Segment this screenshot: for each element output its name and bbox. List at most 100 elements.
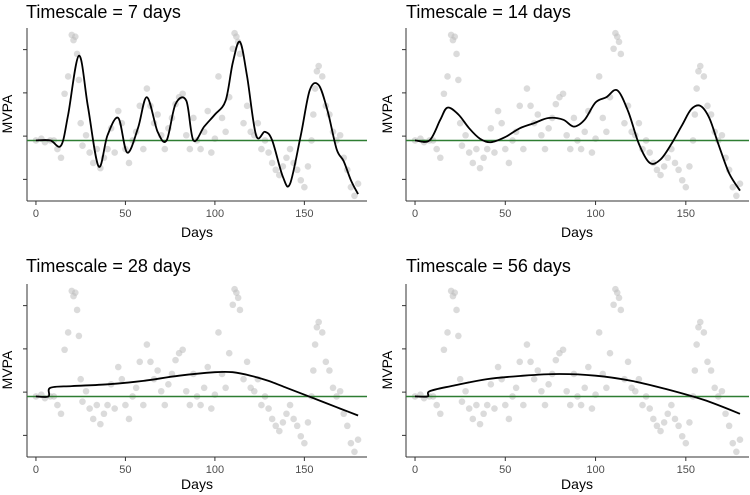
observation-point xyxy=(161,401,169,409)
x-tick-label: 100 xyxy=(586,464,604,476)
observation-point xyxy=(313,323,321,331)
y-axis-label: MVPA xyxy=(0,94,15,133)
observation-point xyxy=(696,62,704,70)
observation-point xyxy=(290,415,297,423)
observation-point xyxy=(136,358,144,366)
observation-point xyxy=(469,415,477,423)
observation-point xyxy=(494,107,502,115)
observation-point xyxy=(675,166,682,174)
observation-point xyxy=(301,439,308,447)
observation-point xyxy=(265,405,272,412)
smoothed-curve xyxy=(414,88,741,192)
observation-point xyxy=(310,111,317,118)
observation-point xyxy=(599,114,607,122)
observation-point xyxy=(501,145,509,153)
observation-point xyxy=(613,289,621,296)
observation-point xyxy=(77,375,84,383)
observation-point xyxy=(686,419,693,426)
observation-point xyxy=(695,323,702,331)
observation-point xyxy=(437,154,444,162)
observation-point xyxy=(54,401,61,409)
observation-point xyxy=(545,125,552,132)
observation-point xyxy=(318,329,326,336)
observation-point xyxy=(559,346,567,354)
observation-point xyxy=(140,401,147,409)
observation-point xyxy=(283,154,290,162)
observation-point xyxy=(236,50,244,58)
y-axis-label: MVPA xyxy=(0,350,15,389)
x-tick-label: 50 xyxy=(499,464,511,476)
observation-point xyxy=(61,346,68,354)
observation-point xyxy=(114,107,122,115)
observation-point xyxy=(695,67,702,75)
observation-point xyxy=(322,358,330,366)
observation-point xyxy=(552,100,560,108)
observation-point xyxy=(606,349,614,357)
observation-point xyxy=(682,439,690,447)
observation-point xyxy=(225,349,233,357)
x-tick-label: 100 xyxy=(586,208,604,220)
observation-point xyxy=(650,415,657,423)
observation-point xyxy=(487,125,495,132)
observation-point xyxy=(208,405,215,412)
observation-point xyxy=(668,401,675,409)
observation-point xyxy=(538,387,545,395)
observation-point xyxy=(588,405,596,412)
observation-point xyxy=(733,448,740,456)
observation-point xyxy=(534,111,542,118)
observation-point xyxy=(143,85,151,92)
observation-point xyxy=(473,145,480,153)
observation-point xyxy=(111,405,118,412)
observation-point xyxy=(444,73,451,80)
observation-point xyxy=(172,356,179,364)
observation-point xyxy=(487,381,495,388)
observation-point xyxy=(72,33,79,40)
observation-point xyxy=(433,145,440,153)
x-tick-label: 0 xyxy=(412,208,418,220)
observation-point xyxy=(73,306,81,314)
observation-point xyxy=(704,358,711,366)
observation-point xyxy=(585,363,592,371)
observation-point xyxy=(318,73,326,80)
observation-point xyxy=(704,102,711,110)
observation-point xyxy=(563,131,570,139)
x-tick-label: 50 xyxy=(499,208,511,220)
observation-point xyxy=(118,375,126,383)
observation-point xyxy=(265,149,272,156)
observation-point xyxy=(283,410,290,418)
observation-point xyxy=(615,38,623,46)
observation-point xyxy=(304,163,312,170)
observation-point xyxy=(336,387,344,395)
observation-point xyxy=(498,119,505,127)
observation-point xyxy=(268,415,276,423)
observation-point xyxy=(351,448,358,456)
observation-point xyxy=(329,384,337,392)
observation-point xyxy=(729,183,737,191)
observation-point xyxy=(347,439,355,447)
observation-point xyxy=(79,142,86,149)
observation-point xyxy=(480,154,487,162)
panel-1: Timescale = 7 days MVPA Days 0 50 100 150 xyxy=(0,2,367,240)
observation-point xyxy=(215,73,222,80)
observation-point xyxy=(293,166,301,174)
observation-point xyxy=(311,85,319,92)
observation-point xyxy=(93,401,101,409)
observation-point xyxy=(72,289,79,296)
observation-point xyxy=(354,180,362,187)
observation-point xyxy=(657,171,664,179)
x-tick-label: 100 xyxy=(206,464,224,476)
observation-point xyxy=(671,159,679,167)
observation-point xyxy=(154,367,161,374)
observation-point xyxy=(200,384,208,392)
observation-point xyxy=(89,415,97,423)
observation-point xyxy=(610,45,617,53)
x-tick-label: 150 xyxy=(677,208,695,220)
observation-point xyxy=(204,363,212,371)
observation-point xyxy=(729,439,737,447)
observation-point xyxy=(125,159,133,167)
observation-point xyxy=(326,367,333,374)
observation-point xyxy=(89,159,97,167)
observation-point xyxy=(147,358,154,366)
observation-point xyxy=(483,145,491,153)
observation-point xyxy=(340,410,348,418)
